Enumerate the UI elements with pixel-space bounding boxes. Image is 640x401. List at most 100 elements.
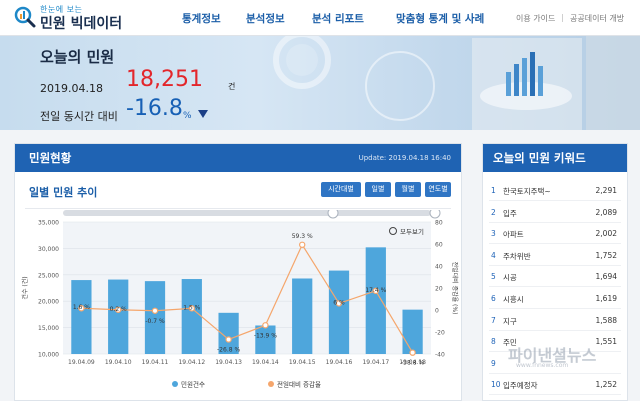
- data-label-change-rate: 0.2 %: [110, 306, 127, 313]
- range-slider-handle[interactable]: [327, 210, 339, 219]
- point-change-rate: [335, 300, 343, 307]
- point-change-rate: [114, 306, 122, 313]
- x-tick-label: 19.04.17: [362, 359, 389, 366]
- today-banner: 오늘의 민원 2019.04.18 18,251 건 전일 동시간 대비 -16…: [0, 36, 640, 130]
- keyword-item[interactable]: 9: [489, 353, 621, 374]
- x-tick-label: 19.04.09: [68, 359, 95, 366]
- bar-complaint-count: [365, 247, 386, 354]
- today-date: 2019.04.18: [40, 82, 103, 95]
- tab-daily[interactable]: 일별: [365, 182, 391, 197]
- data-label-change-rate: -0.7 %: [145, 318, 165, 325]
- keyword-rank: 6: [491, 294, 496, 303]
- keyword-panel-title: 오늘의 민원 키워드: [493, 151, 586, 165]
- magnifier-logo-icon: [14, 6, 36, 28]
- period-tabs: 시간대별 일별 월별 연도별: [321, 182, 451, 198]
- nav-custom-stats[interactable]: 맞춤형 통계 및 사례: [396, 13, 485, 25]
- keyword-item[interactable]: 6 시흥시 1,619: [489, 288, 621, 309]
- today-count: 18,251: [126, 67, 203, 92]
- y2-tick-label: 80: [435, 220, 443, 227]
- keyword-item[interactable]: 4 주차위반 1,752: [489, 245, 621, 266]
- util-open-data-link[interactable]: 공공데이터 개방: [570, 14, 625, 23]
- data-label-change-rate: -26.8 %: [217, 346, 240, 353]
- y2-axis-title: 전일대비 증감율 (%): [451, 262, 459, 315]
- daily-trend-chart: 10,000 15,000 20,000 25,000 30,000 35,000 -40 -…: [21, 210, 459, 389]
- x-tick-label: 19.04.11: [142, 359, 169, 366]
- zoom-reset-label: 모두보기: [400, 227, 424, 236]
- keyword-rank: 1: [491, 186, 496, 195]
- daily-trend-title: 일별 민원 추이: [29, 186, 98, 199]
- data-label-change-rate: 59.3 %: [292, 233, 313, 240]
- keyword-rank: 7: [491, 315, 496, 325]
- x-tick-label: 19.04.10: [105, 359, 132, 366]
- keyword-item[interactable]: 5 시공 1,694: [489, 266, 621, 288]
- panel-header: 민원현황 Update: 2019.04.18 16:40: [15, 144, 461, 172]
- keyword-item[interactable]: 7 지구 1,588: [489, 310, 621, 331]
- x-tick-label: 19.04.12: [178, 359, 205, 366]
- data-label-change-rate: 1.6 %: [73, 304, 90, 311]
- bar-complaint-count: [181, 279, 202, 354]
- keyword-item[interactable]: 2 입주 2,089: [489, 202, 621, 223]
- bar-complaint-count: [144, 281, 166, 354]
- tab-hourly[interactable]: 시간대별: [321, 182, 361, 197]
- legend-label-rate: 전일대비 증감율: [277, 380, 321, 389]
- logo[interactable]: 한눈에 보는 민원 빅데이터: [14, 4, 134, 32]
- nav-analysis[interactable]: 분석정보: [246, 13, 285, 25]
- keyword-count: 1,619: [595, 294, 617, 303]
- x-tick-label: 19.04.14: [252, 359, 279, 366]
- nav-report[interactable]: 분석 리포트: [312, 13, 364, 25]
- keyword-item[interactable]: 8 주민 1,551: [489, 331, 621, 353]
- range-slider-handle[interactable]: [429, 210, 441, 219]
- panel-title: 민원현황: [29, 151, 72, 165]
- keyword-rank: 3: [491, 229, 496, 239]
- decrease-arrow-icon: [198, 110, 208, 118]
- x-tick-label: 19.04.13: [215, 359, 242, 366]
- util-separator: |: [561, 13, 564, 22]
- keyword-name: 주차위반: [503, 251, 531, 261]
- keyword-count: 1,252: [595, 380, 617, 390]
- y-tick-label: 35,000: [38, 220, 59, 227]
- point-change-rate: [372, 287, 379, 295]
- bar-complaint-count: [328, 270, 350, 354]
- y-tick-label: 20,000: [38, 299, 59, 306]
- x-tick-label: 19.04.16: [326, 359, 353, 366]
- keyword-item[interactable]: 10 입주예정자 1,252: [489, 374, 621, 396]
- compare-label: 전일 동시간 대비: [40, 110, 118, 123]
- y-tick-label: 25,000: [38, 272, 59, 279]
- zoom-reset-button[interactable]: 모두보기: [389, 227, 424, 236]
- point-change-rate: [299, 241, 306, 248]
- bar-complaint-count: [108, 279, 129, 354]
- change-percent: -16.8: [126, 96, 183, 121]
- y-tick-label: 10,000: [38, 352, 59, 359]
- keyword-name: 한국토지주택~: [503, 187, 551, 196]
- nav-statistics[interactable]: 통계정보: [182, 13, 221, 25]
- keyword-count: 1,588: [595, 315, 617, 325]
- keyword-rank: 4: [491, 250, 496, 260]
- y2-tick-label: 0: [435, 308, 439, 315]
- y2-tick-label: -40: [435, 352, 445, 359]
- point-change-rate: [262, 322, 269, 329]
- tab-monthly[interactable]: 월별: [395, 182, 421, 197]
- keyword-item[interactable]: 3 아파트 2,002: [489, 223, 621, 245]
- point-change-rate: [151, 307, 159, 314]
- y-tick-label: 30,000: [38, 246, 59, 253]
- watermark-url: www.fnnews.com: [516, 362, 569, 369]
- keyword-name: 입주: [503, 208, 517, 218]
- bar-complaint-count: [402, 309, 423, 354]
- keyword-rank: 9: [491, 358, 496, 368]
- tab-yearly[interactable]: 연도별: [425, 182, 451, 197]
- util-guide-link[interactable]: 이용 가이드: [516, 14, 556, 23]
- keyword-count: 1,551: [595, 337, 617, 347]
- today-title: 오늘의 민원: [40, 48, 115, 66]
- keyword-name: 지구: [503, 316, 517, 326]
- y-axis-title: 건수 (건): [21, 276, 29, 299]
- range-slider-track: [63, 210, 431, 216]
- keyword-panel: 오늘의 민원 키워드 1 한국토지주택~ 2,291 2 입주 2,089 3 아파트 2,00…: [482, 143, 628, 401]
- data-label-change-rate: 17.4 %: [365, 287, 386, 294]
- keyword-item[interactable]: 1 한국토지주택~ 2,291: [489, 180, 621, 201]
- bar-complaint-count: [255, 325, 276, 354]
- keyword-name: 아파트: [503, 230, 524, 240]
- point-change-rate: [78, 305, 85, 312]
- keyword-rank: 8: [491, 337, 496, 347]
- keyword-count: 2,002: [595, 229, 617, 239]
- keyword-count: 1,752: [595, 250, 617, 260]
